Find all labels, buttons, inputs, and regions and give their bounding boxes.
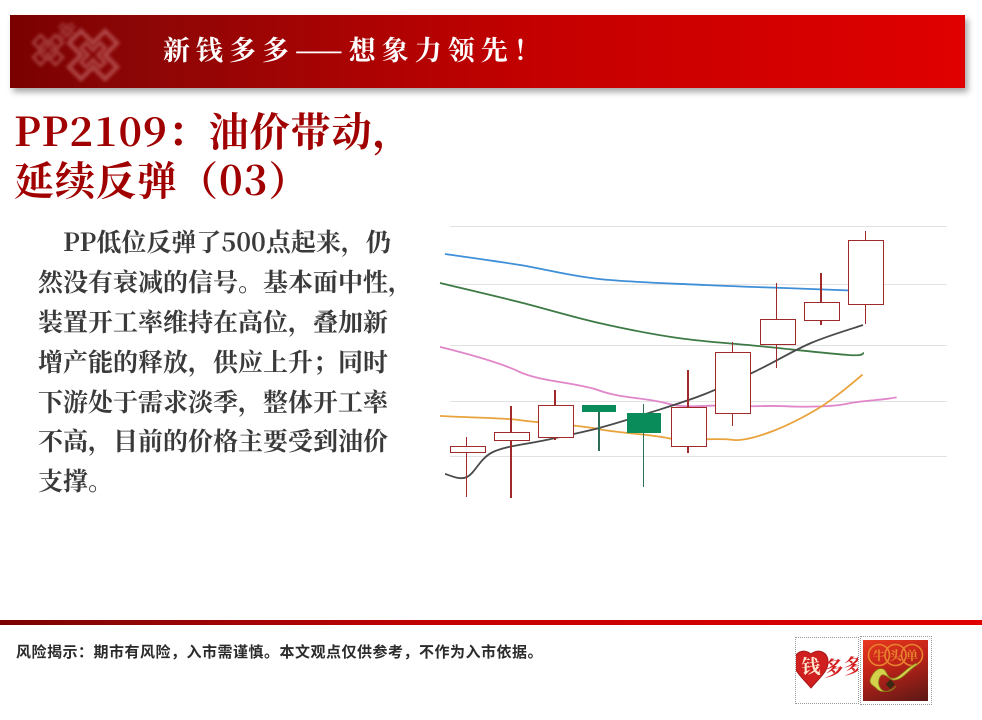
svg-text:牛: 牛 [873,646,886,664]
svg-text:钱: 钱 [801,652,820,679]
svg-text:多多: 多多 [822,649,858,682]
svg-text:单: 单 [906,646,919,664]
